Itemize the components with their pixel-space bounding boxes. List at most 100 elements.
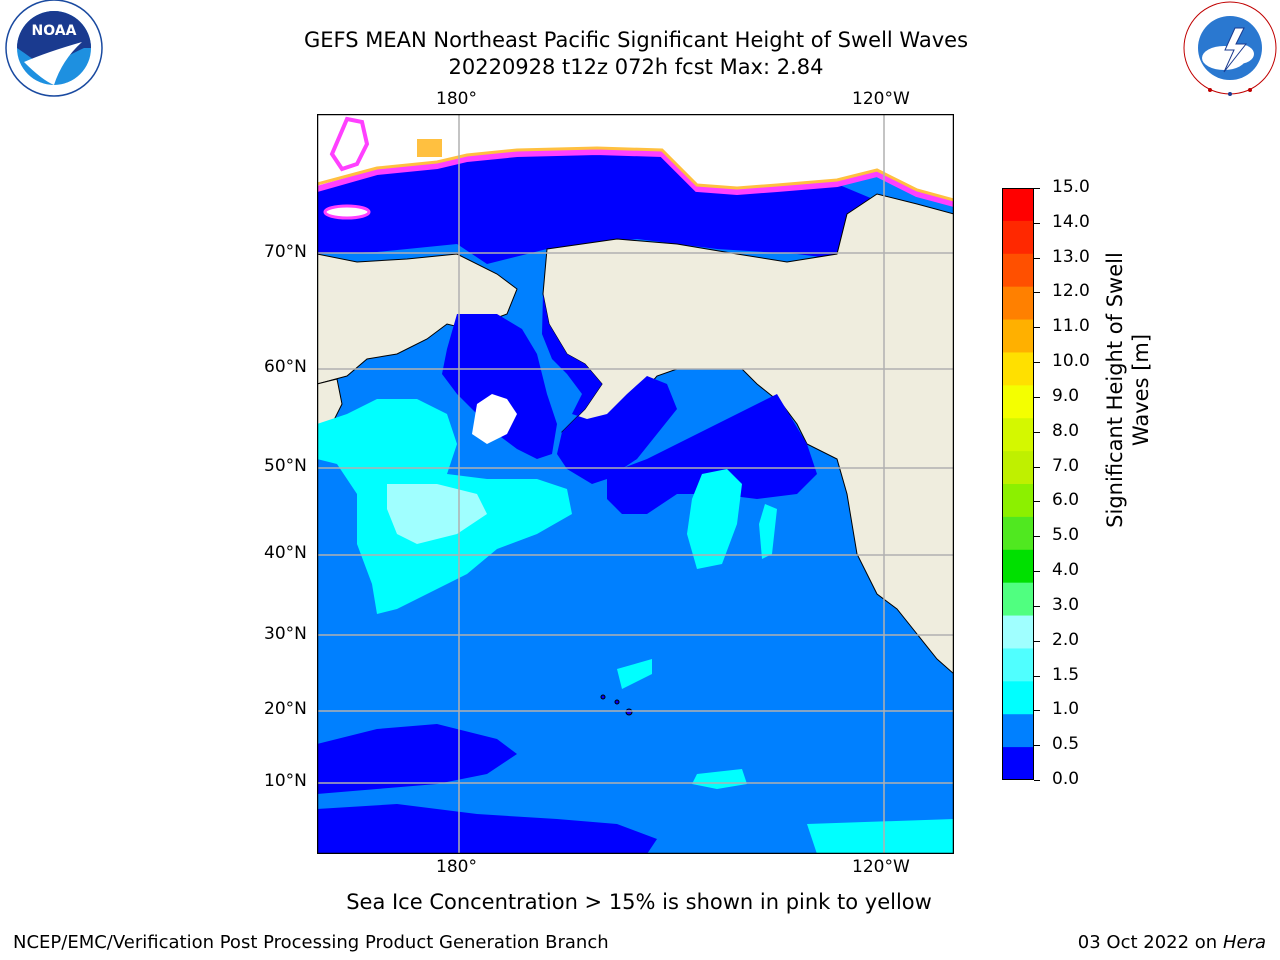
high-swell-ne-pacific (687, 469, 742, 569)
bering-sea-low-swell (442, 314, 557, 459)
lon-tick-bottom-120w: 120°W (852, 857, 910, 877)
lon-tick-top-120w: 120°W (852, 89, 910, 109)
colorbar-tick-mark (1034, 501, 1040, 503)
land-north-america (542, 193, 954, 675)
lat-tick-70n: 70°N (264, 242, 307, 262)
footer-branch: NCEP/EMC/Verification Post Processing Pr… (13, 932, 609, 953)
colorbar-tick-mark (1034, 745, 1040, 747)
colorbar-tick-label: 1.5 (1052, 664, 1080, 685)
colorbar-tick-mark (1034, 257, 1040, 259)
colorbar-segment (1002, 648, 1034, 682)
map-title: GEFS MEAN Northeast Pacific Significant … (303, 28, 969, 52)
lat-tick-50n: 50°N (264, 456, 307, 476)
footer-machine: Hera (1222, 932, 1266, 953)
colorbar-tick-label: 0.0 (1052, 769, 1080, 789)
high-swell-tropics (692, 769, 747, 789)
colorbar-tick-mark (1034, 396, 1040, 398)
land-hawaii-2 (614, 699, 620, 705)
colorbar-segment (1002, 253, 1034, 288)
colorbar-segment (1002, 352, 1034, 386)
gulf-alaska-low-swell (607, 394, 817, 514)
noaa-logo: NOAA (5, 0, 103, 97)
land-kamchatka (317, 378, 343, 430)
map-subtitle: 20220928 t12z 072h fcst Max: 2.84 (448, 55, 824, 79)
lat-tick-30n: 30°N (264, 624, 307, 644)
colorbar-segment (1002, 385, 1034, 419)
colorbar-segment (1002, 220, 1034, 255)
sea-ice-note: Sea Ice Concentration > 15% is shown in … (346, 890, 932, 914)
colorbar-label-line1: Significant Height of Swell (1103, 252, 1127, 528)
high-swell-ne-pacific-2 (759, 504, 777, 559)
colorbar-segment (1002, 681, 1034, 715)
footer-date-machine: 03 Oct 2022 on Hera (1078, 932, 1266, 953)
colorbar-segment (1002, 582, 1034, 617)
colorbar-tick-mark (1034, 362, 1040, 364)
colorbar-tick-mark (1034, 710, 1040, 712)
colorbar-tick-mark (1034, 188, 1040, 189)
colorbar-tick-label: 15.0 (1052, 177, 1090, 197)
nws-logo (1183, 1, 1277, 96)
land-hawaii-1 (600, 694, 606, 700)
lat-tick-60n: 60°N (264, 357, 307, 377)
colorbar-segment (1002, 418, 1034, 452)
colorbar-tick-label: 9.0 (1052, 385, 1080, 406)
graticule (317, 114, 954, 854)
lat-tick-10n: 10°N (264, 771, 307, 791)
colorbar-segment (1002, 484, 1034, 518)
high-swell-equatorial (807, 819, 954, 854)
lon-tick-bottom-180: 180° (436, 857, 477, 877)
lon-tick-top-180: 180° (436, 89, 477, 109)
colorbar-segment (1002, 286, 1034, 321)
colorbar-tick-label: 14.0 (1052, 211, 1090, 232)
arctic-ice-region (317, 114, 954, 204)
bering-low-swell (542, 294, 677, 484)
highest-swell-nw-pacific (387, 484, 487, 544)
colorbar-segment (1002, 188, 1034, 222)
colorbar-tick-label: 3.0 (1052, 594, 1080, 615)
colorbar-tick-mark (1034, 431, 1040, 433)
colorbar-tick-label: 11.0 (1052, 316, 1090, 337)
land-hawaii-3 (625, 708, 633, 716)
sea-ice-patch (323, 204, 371, 220)
sea-ice-edge-yellow (317, 146, 954, 202)
colorbar-label-line2: Waves [m] (1129, 333, 1153, 447)
footer-date: 03 Oct 2022 on (1077, 932, 1223, 953)
colorbar-tick-mark (1034, 780, 1040, 781)
colorbar (1002, 188, 1034, 780)
tropical-low-swell-band-1 (317, 724, 517, 794)
colorbar-tick-mark (1034, 605, 1040, 607)
colorbar-tick-label: 8.0 (1052, 420, 1080, 441)
colorbar-tick-label: 10.0 (1052, 351, 1090, 372)
lat-tick-40n: 40°N (264, 543, 307, 563)
colorbar-segment (1002, 615, 1034, 649)
swell-height-map (317, 114, 954, 854)
colorbar-tick-label: 2.0 (1052, 629, 1080, 650)
colorbar-tick-label: 7.0 (1052, 455, 1080, 476)
colorbar-tick-mark (1034, 466, 1040, 468)
bering-ice-patch (472, 394, 517, 444)
sea-ice-edge-pink (317, 148, 954, 207)
colorbar-tick-label: 12.0 (1052, 281, 1090, 302)
colorbar-tick-label: 4.0 (1052, 560, 1080, 581)
high-swell-subtropics (617, 659, 652, 689)
colorbar-tick-mark (1034, 292, 1040, 294)
colorbar-segment (1002, 319, 1034, 353)
colorbar-tick-mark (1034, 640, 1040, 642)
colorbar-tick-label: 13.0 (1052, 246, 1090, 267)
sea-ice-yellow-patch (417, 139, 442, 157)
tropical-low-swell-band-2 (317, 804, 657, 854)
colorbar-segment (1002, 714, 1034, 748)
colorbar-tick-mark (1034, 571, 1040, 573)
colorbar-tick-label: 6.0 (1052, 490, 1080, 511)
colorbar-segment (1002, 747, 1034, 780)
sea-ice-patch-2 (329, 116, 370, 172)
colorbar-segment (1002, 451, 1034, 485)
colorbar-tick-mark (1034, 675, 1040, 677)
colorbar-tick-mark (1034, 327, 1040, 329)
colorbar-segment (1002, 549, 1034, 584)
colorbar-tick-label: 1.0 (1052, 699, 1080, 720)
map-border (317, 114, 954, 854)
colorbar-segment (1002, 516, 1034, 551)
colorbar-tick-label: 0.5 (1052, 734, 1080, 755)
colorbar-border (1002, 188, 1034, 780)
